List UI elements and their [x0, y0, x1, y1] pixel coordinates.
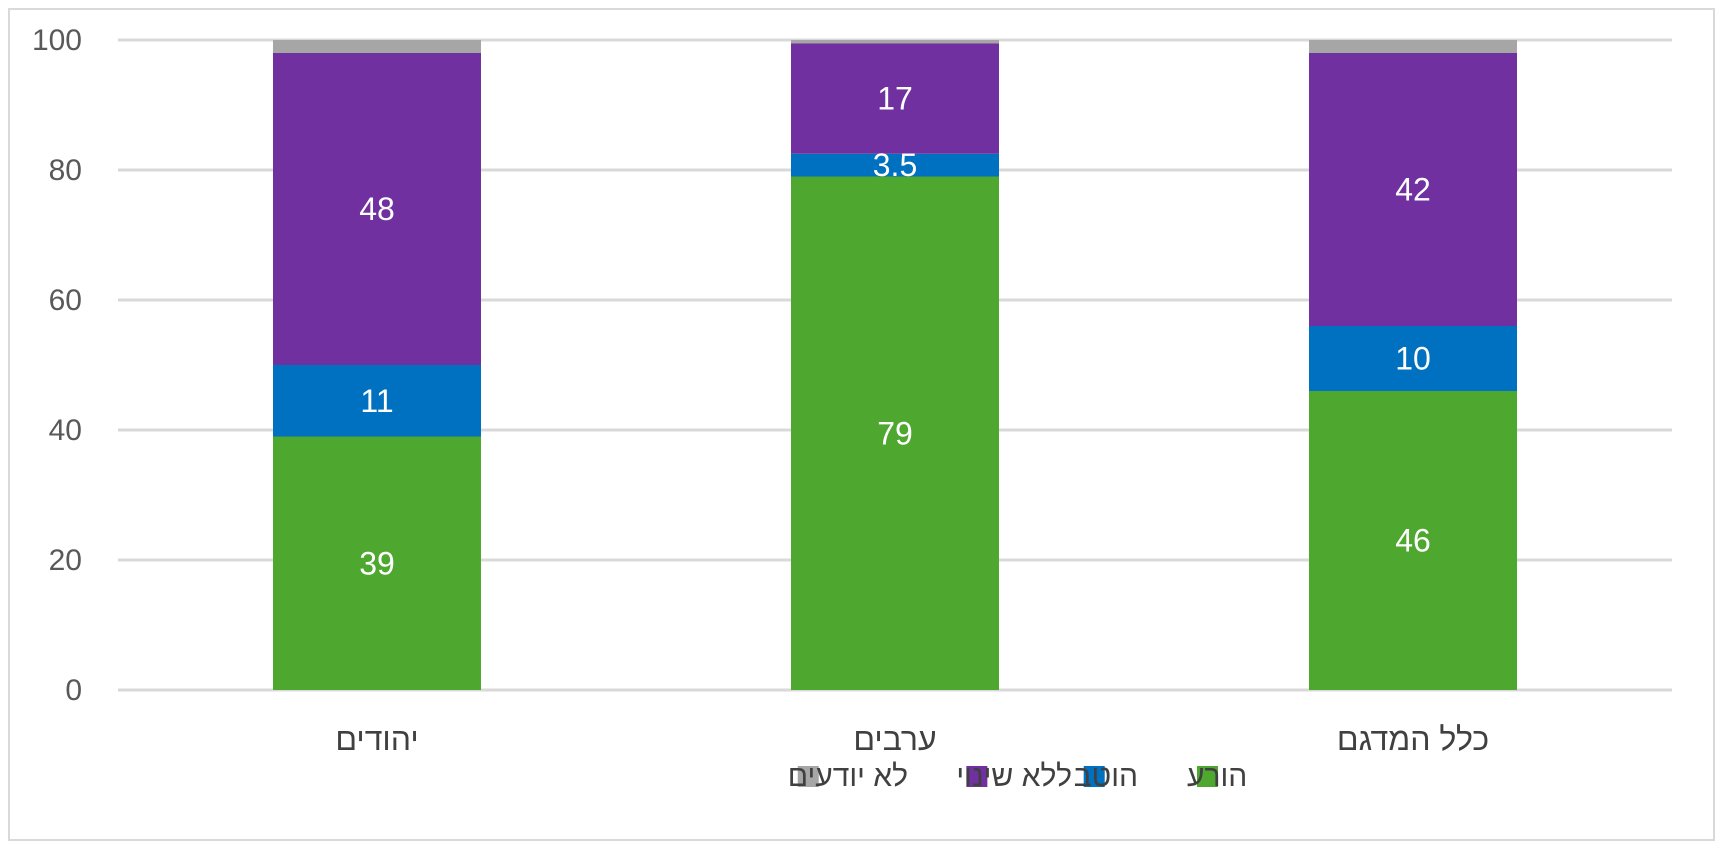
x-category-label: יהודים [335, 721, 418, 757]
bar-segment [791, 176, 999, 690]
x-category-label: ערבים [853, 721, 936, 757]
data-label: 48 [359, 191, 395, 227]
legend-label: ללא שינוי [956, 760, 1072, 793]
bar-segment [1309, 326, 1517, 391]
x-axis-categories: יהודים ערבים כלל המדגם [335, 721, 1489, 757]
legend-item: הורע [1187, 760, 1247, 793]
legend-label: לא יודעים [788, 760, 908, 793]
legend-item: לא יודעים [788, 760, 908, 793]
y-tick-label: 80 [49, 154, 82, 187]
legend-label: הוטב [1074, 760, 1138, 793]
bar-segment [273, 40, 481, 53]
bar-segment [273, 365, 481, 437]
y-tick-label: 20 [49, 544, 82, 577]
bar-segment [273, 436, 481, 690]
data-label: 3.5 [873, 147, 917, 183]
bar-segment [1309, 53, 1517, 326]
legend-item: הוטב [1074, 760, 1138, 793]
data-label: 79 [877, 415, 913, 451]
legend-swatch [1197, 766, 1218, 787]
y-tick-label: 0 [65, 674, 82, 707]
legend-swatch [1083, 766, 1105, 787]
legend-swatch [797, 766, 819, 787]
bar-segment [791, 153, 999, 177]
y-tick-label: 100 [32, 24, 82, 57]
data-label: 17 [877, 81, 913, 117]
bars [273, 40, 1517, 690]
bar-segment [791, 43, 999, 154]
legend-label: הורע [1187, 760, 1247, 793]
y-axis-ticks: 0 20 40 60 80 100 [32, 24, 82, 707]
legend-item: ללא שינוי [956, 760, 1072, 793]
bar-segment [1309, 40, 1517, 53]
x-category-label: כלל המדגם [1337, 721, 1489, 757]
bar-segment [791, 40, 999, 44]
data-label: 46 [1395, 523, 1431, 559]
data-label: 10 [1395, 341, 1431, 377]
bar-segment [1309, 391, 1517, 690]
bar-segment [273, 53, 481, 365]
data-label: 39 [359, 545, 395, 581]
data-label: 42 [1395, 172, 1431, 208]
legend-swatch [966, 766, 988, 787]
data-label: 11 [360, 383, 393, 419]
y-tick-label: 40 [49, 414, 82, 447]
y-tick-label: 60 [49, 284, 82, 317]
data-labels: 39 11 48 79 3.5 17 46 10 42 [359, 81, 1431, 582]
